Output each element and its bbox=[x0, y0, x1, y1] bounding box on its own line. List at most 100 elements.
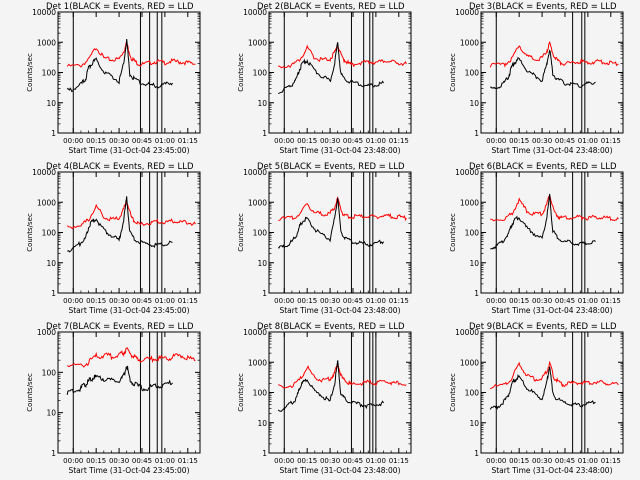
x-tick-label: 01:00 bbox=[578, 137, 598, 145]
x-axis-label: Start Time (31-Oct-04 23:48:00) bbox=[279, 306, 400, 315]
x-tick-label: 01:15 bbox=[389, 137, 409, 145]
x-tick-label: 00:15 bbox=[86, 297, 106, 305]
y-tick-label: 10000 bbox=[455, 328, 479, 337]
chart-panel-1: Det 1(BLACK = Events, RED = LLD 1 10 100 100… bbox=[26, 2, 201, 155]
x-tick-label: 00:15 bbox=[297, 297, 317, 305]
y-tick-label: 10000 bbox=[243, 8, 267, 17]
x-tick-label: 00:30 bbox=[320, 137, 340, 145]
y-axis-label: Counts/sec bbox=[237, 53, 245, 92]
y-tick-label: 100 bbox=[42, 229, 57, 238]
x-tick-label: 00:30 bbox=[109, 297, 129, 305]
x-tick-label: 00:30 bbox=[109, 137, 129, 145]
y-tick-label: 10000 bbox=[455, 168, 479, 177]
chart-title: Det 7(BLACK = Events, RED = LLD bbox=[46, 322, 194, 332]
x-tick-label: 00:45 bbox=[343, 137, 363, 145]
y-tick-label: 100 bbox=[465, 229, 480, 238]
x-tick-label: 00:15 bbox=[297, 457, 317, 465]
x-tick-label: 01:00 bbox=[155, 137, 175, 145]
x-tick-label: 00:15 bbox=[86, 457, 106, 465]
series-line-lld bbox=[490, 195, 619, 222]
x-tick-label: 00:00 bbox=[274, 137, 294, 145]
y-tick-label: 1000 bbox=[37, 328, 56, 337]
x-tick-label: 00:00 bbox=[63, 297, 83, 305]
x-axis-label: Start Time (31-Oct-04 23:48:00) bbox=[491, 306, 612, 315]
chart-title: Det 1(BLACK = Events, RED = LLD bbox=[46, 2, 194, 12]
chart-title: Det 9(BLACK = Events, RED = LLD bbox=[469, 322, 617, 332]
x-tick-label: 01:00 bbox=[366, 457, 386, 465]
series-line-lld bbox=[66, 41, 196, 68]
x-tick-label: 00:30 bbox=[532, 137, 552, 145]
y-tick-label: 10 bbox=[257, 419, 267, 428]
x-tick-label: 01:15 bbox=[178, 457, 198, 465]
x-tick-label: 00:45 bbox=[555, 457, 575, 465]
series-line-lld bbox=[66, 200, 196, 230]
series-line-events bbox=[490, 193, 596, 250]
x-tick-label: 00:30 bbox=[320, 457, 340, 465]
x-axis-label: Start Time (31-Oct-04 23:45:00) bbox=[68, 146, 189, 155]
x-tick-label: 00:45 bbox=[555, 297, 575, 305]
series-line-events bbox=[67, 196, 173, 253]
chart-panel-6: Det 6(BLACK = Events, RED = LLD 1 10 100 100… bbox=[449, 162, 624, 315]
x-tick-label: 01:00 bbox=[366, 297, 386, 305]
y-tick-label: 10 bbox=[46, 409, 56, 418]
y-tick-label: 10 bbox=[257, 99, 267, 108]
x-tick-label: 00:45 bbox=[132, 297, 152, 305]
chart-panel-4: Det 4(BLACK = Events, RED = LLD 1 10 100 100… bbox=[26, 162, 201, 315]
chart-panel-5: Det 5(BLACK = Events, RED = LLD 1 10 100 100… bbox=[237, 162, 412, 315]
y-tick-label: 10 bbox=[46, 99, 56, 108]
y-axis-label: Counts/sec bbox=[237, 373, 245, 412]
chart-title: Det 5(BLACK = Events, RED = LLD bbox=[257, 162, 405, 172]
y-tick-label: 1 bbox=[51, 289, 56, 298]
x-tick-label: 01:15 bbox=[389, 457, 409, 465]
x-tick-label: 00:00 bbox=[63, 137, 83, 145]
x-axis-label: Start Time (31-Oct-04 23:45:00) bbox=[68, 306, 189, 315]
chart-panel-8: Det 8(BLACK = Events, RED = LLD 1 10 100 100… bbox=[237, 322, 412, 475]
y-tick-label: 100 bbox=[253, 389, 268, 398]
y-tick-label: 10 bbox=[257, 259, 267, 268]
chart-title: Det 2(BLACK = Events, RED = LLD bbox=[257, 2, 405, 12]
x-tick-label: 01:15 bbox=[178, 297, 198, 305]
x-tick-label: 00:15 bbox=[297, 137, 317, 145]
y-tick-label: 1000 bbox=[460, 198, 479, 207]
y-tick-label: 10 bbox=[469, 99, 479, 108]
plot-frame bbox=[57, 331, 201, 454]
y-tick-label: 1 bbox=[51, 129, 56, 138]
y-tick-label: 10000 bbox=[32, 8, 56, 17]
chart-panel-2: Det 2(BLACK = Events, RED = LLD 1 10 100 100… bbox=[237, 2, 412, 155]
y-tick-label: 100 bbox=[42, 368, 57, 377]
y-axis-label: Counts/sec bbox=[449, 213, 457, 252]
series-line-lld bbox=[278, 196, 407, 222]
series-line-lld bbox=[278, 44, 407, 69]
y-tick-label: 1000 bbox=[37, 198, 56, 207]
y-tick-label: 1 bbox=[474, 289, 479, 298]
x-tick-label: 00:15 bbox=[509, 137, 529, 145]
y-tick-label: 100 bbox=[253, 229, 268, 238]
y-tick-label: 1000 bbox=[248, 38, 267, 47]
x-tick-label: 00:15 bbox=[509, 457, 529, 465]
y-tick-label: 1000 bbox=[460, 358, 479, 367]
x-tick-label: 01:00 bbox=[578, 297, 598, 305]
y-tick-label: 100 bbox=[42, 69, 57, 78]
x-tick-label: 01:00 bbox=[155, 457, 175, 465]
series-line-lld bbox=[278, 363, 407, 389]
chart-panel-3: Det 3(BLACK = Events, RED = LLD 1 10 100 100… bbox=[449, 2, 624, 155]
y-axis-label: Counts/sec bbox=[26, 213, 34, 252]
series-line-events bbox=[66, 365, 173, 395]
y-axis-label: Counts/sec bbox=[26, 373, 34, 412]
series-line-events bbox=[489, 366, 596, 410]
x-tick-label: 01:15 bbox=[178, 137, 198, 145]
series-line-events bbox=[66, 38, 173, 92]
y-tick-label: 1000 bbox=[248, 198, 267, 207]
x-axis-label: Start Time (31-Oct-04 23:45:00) bbox=[68, 466, 189, 475]
y-tick-label: 10000 bbox=[243, 168, 267, 177]
y-tick-label: 10 bbox=[469, 419, 479, 428]
chart-title: Det 8(BLACK = Events, RED = LLD bbox=[257, 322, 405, 332]
x-tick-label: 00:45 bbox=[343, 297, 363, 305]
chart-title: Det 4(BLACK = Events, RED = LLD bbox=[46, 162, 194, 172]
y-tick-label: 1 bbox=[262, 129, 267, 138]
x-tick-label: 00:30 bbox=[109, 457, 129, 465]
x-tick-label: 00:00 bbox=[486, 137, 506, 145]
x-tick-label: 01:00 bbox=[155, 297, 175, 305]
